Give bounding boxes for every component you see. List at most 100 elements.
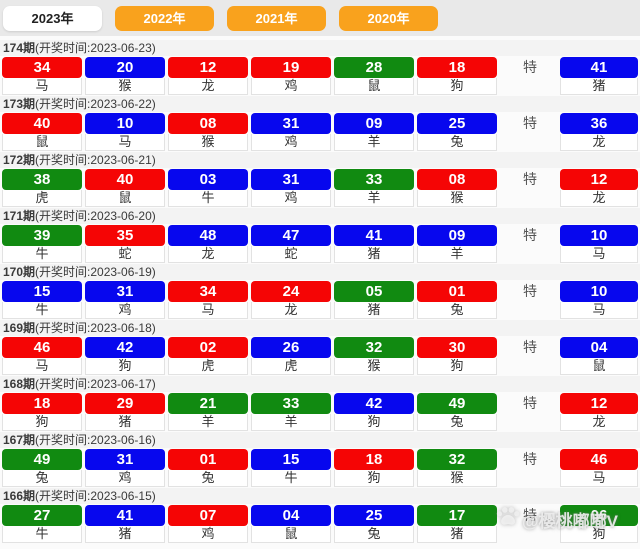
ball-zodiac: 马 [85,134,165,151]
ball-number: 04 [251,505,331,526]
ball-zodiac: 猴 [85,78,165,95]
ball-number: 15 [2,281,82,302]
special-ball-zodiac: 猪 [560,78,638,95]
ball: 47 蛇 [251,225,331,263]
ball-number: 28 [334,57,414,78]
te-label: 特 [523,507,537,523]
ball-zodiac: 鼠 [334,78,414,95]
ball: 27 牛 [2,505,82,543]
ball-number: 38 [2,169,82,190]
draw-period: 166期 [3,489,36,503]
ball-number: 19 [251,57,331,78]
draw-balls: 34 马 20 猴 12 龙 19 鸡 28 鼠 18 狗 特 41 猪 [2,57,638,95]
tab-year-2020[interactable]: 2020年 [339,5,438,31]
ball-number: 32 [417,449,497,470]
special-ball-number: 41 [560,57,638,78]
te-label: 特 [523,451,537,467]
ball: 33 羊 [251,393,331,431]
draw-header: 174期(开奖时间:2023-06-23) [0,40,640,56]
ball: 38 虎 [2,169,82,207]
ball: 01 兔 [168,449,248,487]
ball-number: 31 [251,169,331,190]
draw-balls: 49 兔 31 鸡 01 兔 15 牛 18 狗 32 猴特 46 马 [2,449,638,487]
draw-period: 172期 [3,153,36,167]
draw-header: 169期(开奖时间:2023-06-18) [0,320,640,336]
ball-number: 15 [251,449,331,470]
ball: 25 兔 [334,505,414,543]
ball: 25 兔 [417,113,497,151]
te-label: 特 [523,395,537,411]
ball: 46 马 [2,337,82,375]
ball: 02 虎 [168,337,248,375]
special-ball-number: 10 [560,281,638,302]
ball-zodiac: 羊 [168,414,248,431]
year-tab-bar: 2023年 2022年 2021年 2020年 [0,0,640,36]
ball: 40 鼠 [85,169,165,207]
ball-zodiac: 猴 [168,134,248,151]
ball-zodiac: 蛇 [251,246,331,263]
ball-number: 02 [168,337,248,358]
draw-balls: 27 牛 41 猪 07 鸡 04 鼠 25 兔 17 猪特 06 狗 [2,505,638,543]
ball-zodiac: 牛 [168,190,248,207]
special-ball-zodiac: 龙 [560,134,638,151]
ball-zodiac: 兔 [417,134,497,151]
draw-header: 167期(开奖时间:2023-06-16) [0,432,640,448]
ball: 08 猴 [417,169,497,207]
ball-zodiac: 兔 [334,526,414,543]
ball-number: 25 [334,505,414,526]
tab-year-2023[interactable]: 2023年 [3,5,102,31]
ball: 32 猴 [334,337,414,375]
ball-number: 34 [2,57,82,78]
ball-zodiac: 羊 [251,414,331,431]
ball: 15 牛 [2,281,82,319]
ball-number: 20 [85,57,165,78]
ball-zodiac: 牛 [2,302,82,319]
ball-zodiac: 狗 [334,414,414,431]
ball-number: 27 [2,505,82,526]
draw-balls: 46 马 42 狗 02 虎 26 虎 32 猴 30 狗特 04 鼠 [2,337,638,375]
tab-year-2021[interactable]: 2021年 [227,5,326,31]
ball-zodiac: 猪 [334,246,414,263]
draw-period: 170期 [3,265,36,279]
draw-header: 172期(开奖时间:2023-06-21) [0,152,640,168]
draw-header: 166期(开奖时间:2023-06-15) [0,488,640,504]
ball-number: 49 [417,393,497,414]
special-ball-number: 46 [560,449,638,470]
ball-number: 08 [168,113,248,134]
ball: 01 兔 [417,281,497,319]
draw-time: (开奖时间:2023-06-20) [35,209,156,223]
ball-number: 17 [417,505,497,526]
ball: 40 鼠 [2,113,82,151]
ball: 03 牛 [168,169,248,207]
ball-zodiac: 马 [2,78,82,95]
ball-number: 41 [85,505,165,526]
draw-row: 166期(开奖时间:2023-06-15) 27 牛 41 猪 07 鸡 04 鼠 25 兔 17 猪特… [0,488,640,544]
ball: 26 虎 [251,337,331,375]
draw-list: 174期(开奖时间:2023-06-23) 34 马 20 猴 12 龙 19 鸡 28 鼠 18 狗特… [0,36,640,544]
draw-balls: 38 虎 40 鼠 03 牛 31 鸡 33 羊 08 猴 特 12 龙 [2,169,638,207]
ball: 12 龙 [168,57,248,95]
ball-number: 30 [417,337,497,358]
draw-row: 168期(开奖时间:2023-06-17) 18 狗 29 猪 21 羊 33 羊 42 狗 49 兔特… [0,376,640,432]
ball-number: 33 [251,393,331,414]
draw-period: 168期 [3,377,36,391]
ball-number: 26 [251,337,331,358]
ball-zodiac: 猴 [417,470,497,487]
special-ball-zodiac: 马 [560,246,638,263]
ball: 41 猪 [85,505,165,543]
draw-time: (开奖时间:2023-06-18) [35,321,156,335]
ball-number: 03 [168,169,248,190]
tab-year-2022[interactable]: 2022年 [115,5,214,31]
ball-zodiac: 牛 [2,526,82,543]
special-ball: 04 鼠 [560,337,638,375]
draw-row: 173期(开奖时间:2023-06-22) 40 鼠 10 马 08 猴 31 鸡 09 羊 25 兔特… [0,96,640,152]
ball: 35 蛇 [85,225,165,263]
ball-zodiac: 猪 [85,414,165,431]
ball-zodiac: 鸡 [251,134,331,151]
ball: 41 猪 [334,225,414,263]
ball-zodiac: 鸡 [85,302,165,319]
ball-zodiac: 鼠 [2,134,82,151]
ball: 18 狗 [417,57,497,95]
ball-zodiac: 龙 [168,78,248,95]
ball-number: 40 [2,113,82,134]
